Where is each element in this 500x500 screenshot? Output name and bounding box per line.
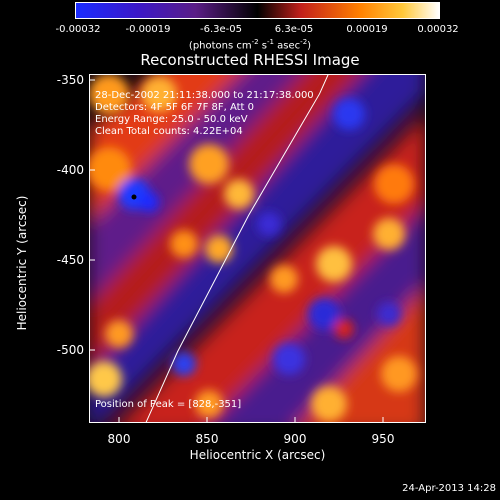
y-tick-label: -350 [56,73,84,87]
colorbar [75,2,440,19]
energy-range-text: Energy Range: 25.0 - 50.0 keV [95,114,248,125]
colorbar-tick: -6.3e-05 [200,24,242,35]
y-tick-label: -450 [56,253,84,267]
solar-limb-curve [145,74,329,423]
x-tick-label: 800 [107,432,131,446]
colorbar-tick: 0.00032 [417,24,459,35]
y-axis-label: Heliocentric Y (arcsec) [15,195,29,331]
colorbar-tick: 0.00019 [346,24,388,35]
colorbar-tick: -0.00019 [125,24,171,35]
colorbar-tick: 6.3e-05 [274,24,314,35]
y-tick-label: -400 [56,163,84,177]
x-tick-label: 900 [283,432,307,446]
peak-position-text: Position of Peak = [828,-351] [95,399,242,410]
colorbar-tick: -0.00032 [55,24,101,35]
heatmap-plot [89,74,426,423]
colorbar-units: (photons cm-2 s-1 asec-2) [188,38,312,52]
detectors-text: Detectors: 4F 5F 6F 7F 8F, Att 0 [95,102,255,113]
y-tick-label: -500 [56,343,84,357]
time-range-text: 28-Dec-2002 21:11:38.000 to 21:17:38.000 [95,90,314,101]
x-tick-label: 950 [371,432,395,446]
timestamp-footer: 24-Apr-2013 14:28 [402,483,496,494]
clean-counts-text: Clean Total counts: 4.22E+04 [95,126,243,137]
x-tick-label: 850 [195,432,219,446]
x-axis-label: Heliocentric X (arcsec) [189,448,326,462]
chart-title: Reconstructed RHESSI Image [140,51,360,69]
